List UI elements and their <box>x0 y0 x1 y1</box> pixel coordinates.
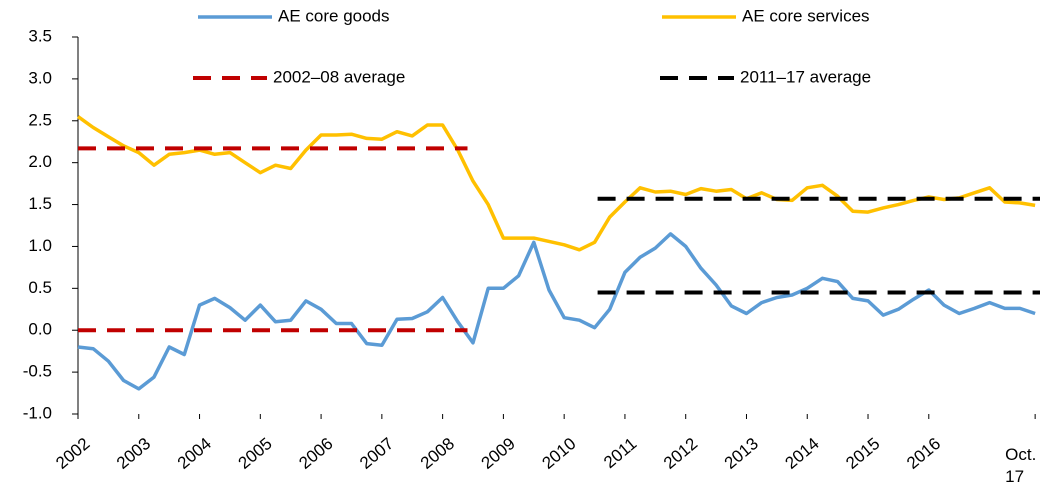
legend-label: 2011–17 average <box>740 67 871 86</box>
y-tick-label: 3.5 <box>28 26 52 45</box>
legend-label: 2002–08 average <box>273 67 405 86</box>
x-tick-label: 2003 <box>113 434 154 473</box>
data-line <box>597 196 1040 295</box>
x-tick-label: 2004 <box>174 434 215 473</box>
x-tick-label: 2016 <box>903 434 944 473</box>
legend-label: AE core services <box>742 6 870 25</box>
data-line <box>77 232 1036 391</box>
x-tick-label: 2002 <box>52 434 93 473</box>
x-tick-label: Oct. 17 <box>1005 445 1037 486</box>
x-tick-label: 2005 <box>235 434 276 473</box>
x-tick-label: 2007 <box>356 434 397 473</box>
x-tick-label: 2009 <box>478 434 519 473</box>
x-tick-label: 2011 <box>600 434 640 472</box>
y-tick-label: 2.0 <box>28 152 52 171</box>
legend-label: AE core goods <box>278 6 390 25</box>
data-line <box>76 115 1036 252</box>
x-tick-label: 2013 <box>721 434 762 473</box>
y-tick-label: 0.0 <box>28 320 52 339</box>
x-tick-label: 2006 <box>295 434 336 473</box>
x-tick-label: 2010 <box>538 434 579 473</box>
y-tick-label: 0.5 <box>28 278 52 297</box>
x-tick-label: 2012 <box>660 434 701 473</box>
y-tick-label: -1.0 <box>23 403 52 422</box>
y-tick-label: 1.0 <box>28 236 52 255</box>
x-tick-label: 2014 <box>782 434 823 473</box>
y-tick-label: -0.5 <box>23 362 52 381</box>
y-tick-label: 1.5 <box>28 194 52 213</box>
x-tick-label: 2015 <box>842 434 883 473</box>
data-line <box>78 146 468 333</box>
x-tick-label: 2008 <box>417 434 458 473</box>
y-tick-label: 2.5 <box>28 110 52 129</box>
y-tick-label: 3.0 <box>28 68 52 87</box>
